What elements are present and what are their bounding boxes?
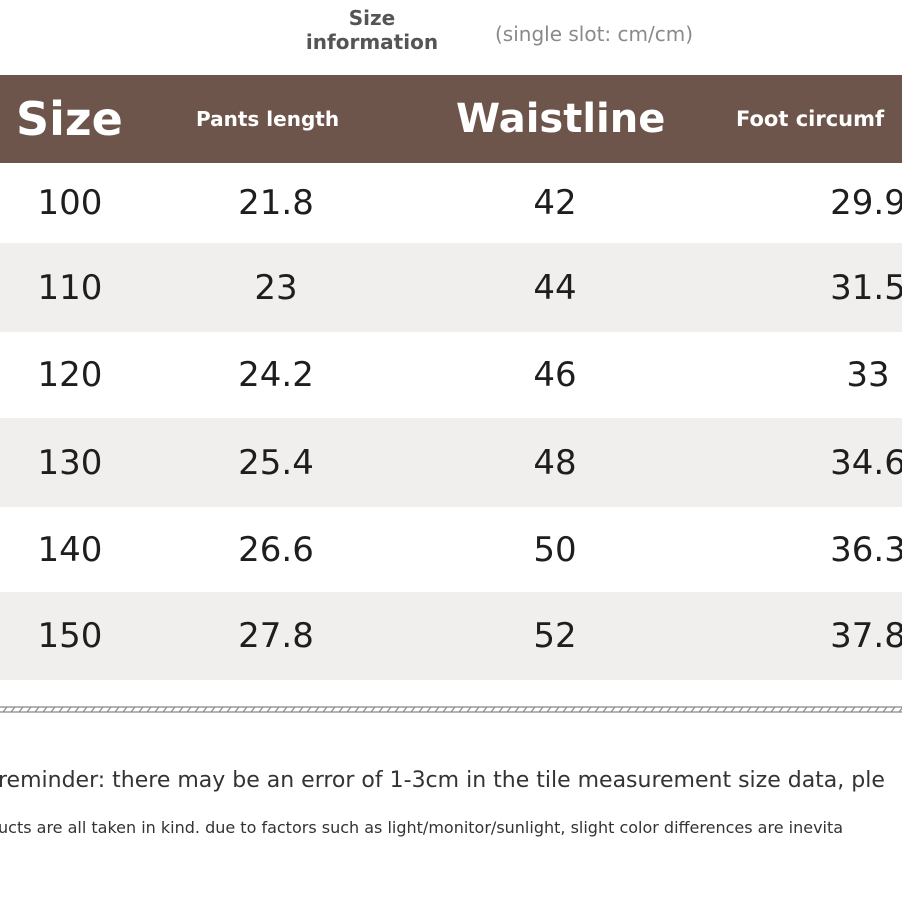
table-cell: 29.9	[830, 183, 902, 223]
table-cell: 130	[37, 442, 103, 483]
table-cell: 37.8	[830, 616, 902, 656]
table-cell: 31.5	[830, 267, 902, 308]
table-row	[0, 243, 902, 332]
table-cell: 21.8	[238, 183, 314, 223]
table-row	[0, 418, 902, 507]
table-cell: 26.6	[238, 529, 314, 570]
title: Size information	[305, 6, 439, 54]
column-header: Waistline	[456, 96, 666, 142]
table-cell: 100	[37, 183, 103, 223]
table-cell: 44	[533, 267, 577, 308]
table-row	[0, 163, 902, 243]
table-cell: 52	[533, 616, 577, 656]
footer-line: reminder: there may be an error of 1-3cm…	[0, 768, 885, 793]
table-cell: 33	[846, 355, 890, 395]
column-header: Size	[16, 92, 123, 146]
table-cell: 120	[37, 355, 103, 395]
table-row	[0, 332, 902, 418]
table-cell: 150	[37, 616, 103, 656]
table-cell: 46	[533, 355, 577, 395]
table-cell: 36.3	[830, 529, 902, 570]
table-cell: 24.2	[238, 355, 314, 395]
table-cell: 34.6	[830, 442, 902, 483]
table-row	[0, 592, 902, 680]
table-cell: 23	[254, 267, 298, 308]
table-cell: 25.4	[238, 442, 314, 483]
footer-line: ucts are all taken in kind. due to facto…	[0, 818, 844, 837]
divider	[0, 704, 902, 716]
column-header: Foot circumf	[736, 107, 885, 131]
table-cell: 48	[533, 442, 577, 483]
table-cell: 50	[533, 529, 577, 570]
table-cell: 110	[37, 267, 103, 308]
table-cell: 27.8	[238, 616, 314, 656]
table-cell: 42	[533, 183, 577, 223]
table-row	[0, 507, 902, 592]
header-band	[0, 75, 902, 163]
note: (single slot: cm/cm)	[495, 22, 694, 46]
table-cell: 140	[37, 529, 103, 570]
column-header: Pants length	[196, 107, 340, 131]
